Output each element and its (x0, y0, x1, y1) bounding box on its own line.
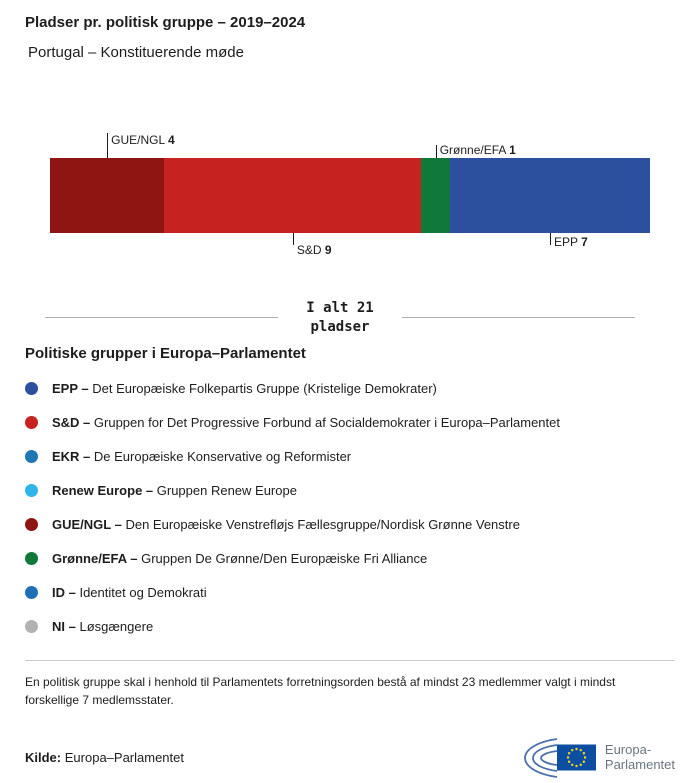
total-divider: I alt 21 pladser (45, 299, 635, 337)
legend-item-name: Gruppen De Grønne/Den Europæiske Fri All… (141, 551, 428, 567)
chart-subtitle: Portugal – Konstituerende møde (28, 44, 244, 61)
eu-flag-stars (566, 747, 587, 768)
callout-line (292, 233, 294, 245)
legend-item-text: ID – Identitet og Demokrati (52, 585, 207, 600)
logo-text-line1: Europa- (604, 742, 652, 758)
legend-item-text: NI – Løsgængere (52, 619, 153, 634)
callout-label: Grønne/EFA 1 (440, 143, 516, 157)
logo-text-line2: Parlamentet (604, 756, 675, 772)
legend-heading: Politiske grupper i Europa–Parlamentet (25, 344, 306, 362)
eu-parliament-logo-icon (524, 738, 596, 778)
legend-item-abbr: GUE/NGL – (52, 517, 126, 533)
callout-seat-count: 1 (509, 143, 516, 157)
callout-line (550, 233, 551, 245)
legend-item-text: EKR – De Europæiske Konservative og Refo… (52, 449, 351, 464)
legend-color-dot (25, 450, 38, 464)
callout-line (435, 145, 437, 158)
legend-item-name: De Europæiske Konservative og Reformiste… (93, 449, 352, 465)
legend-item-text: Renew Europe – Gruppen Renew Europe (52, 483, 297, 498)
legend-color-dot (25, 518, 38, 532)
legend-item-text: Grønne/EFA – Gruppen De Grønne/Den Europ… (52, 551, 427, 566)
legend-item-abbr: NI – (52, 619, 80, 635)
footnote-text: En politisk gruppe skal i henhold til Pa… (25, 674, 616, 708)
legend-item-abbr: S&D – (52, 415, 94, 431)
legend-item-name: Identitet og Demokrati (79, 585, 207, 601)
bar-segment-epp (449, 158, 650, 233)
legend-item-renew-europe: Renew Europe – Gruppen Renew Europe (25, 474, 675, 508)
bar-segment-gue-ngl (50, 158, 165, 233)
legend-item-text: EPP – Det Europæiske Folkepartis Gruppe … (52, 381, 437, 396)
hemicycle-arcs (524, 738, 558, 778)
source-label: Kilde: (25, 750, 62, 766)
callout-label: EPP 7 (554, 235, 588, 249)
total-seats-line1: I alt 21 (306, 300, 374, 316)
legend-item-gue-ngl: GUE/NGL – Den Europæiske Venstrefløjs Fæ… (25, 508, 675, 542)
stacked-bar (50, 158, 650, 233)
logo-text: Europa- Parlamentet (604, 742, 675, 773)
legend-item-abbr: Grønne/EFA – (52, 551, 142, 567)
callout-label: S&D 9 (297, 243, 332, 257)
callout-group-name: S&D (296, 243, 325, 257)
legend-item-name: Gruppen Renew Europe (156, 483, 297, 499)
legend-item-name: Løsgængere (79, 619, 154, 635)
legend-item-epp: EPP – Det Europæiske Folkepartis Gruppe … (25, 372, 675, 406)
callout-group-name: EPP (554, 235, 582, 249)
legend-item-gr-nne-efa: Grønne/EFA – Gruppen De Grønne/Den Europ… (25, 542, 675, 576)
legend-item-ekr: EKR – De Europæiske Konservative og Refo… (25, 440, 675, 474)
legend-item-s-d: S&D – Gruppen for Det Progressive Forbun… (25, 406, 675, 440)
legend-item-abbr: EPP – (52, 381, 93, 397)
legend-color-dot (25, 484, 38, 498)
legend-item-abbr: Renew Europe – (52, 483, 157, 499)
legend-item-name: Gruppen for Det Progressive Forbund af S… (93, 415, 560, 431)
callout-label: GUE/NGL 4 (111, 133, 175, 147)
footer: Kilde: Europa–Parlamentet (25, 736, 675, 780)
footnote-section: En politisk gruppe skal i henhold til Pa… (25, 659, 675, 710)
chart-title: Pladser pr. politisk gruppe – 2019–2024 (25, 14, 306, 31)
legend-color-dot (25, 552, 38, 566)
callout-seat-count: 9 (324, 243, 332, 257)
legend-item-abbr: EKR – (52, 449, 94, 465)
callout-line (107, 133, 109, 158)
chart-area: GUE/NGL 4 Grønne/EFA 1 S&D 9 EPP 7 (50, 113, 650, 273)
legend-color-dot (25, 586, 38, 600)
source-value: Europa–Parlamentet (64, 750, 184, 766)
callout-seat-count: 7 (581, 235, 588, 249)
total-seats-label: I alt 21 pladser (278, 299, 401, 337)
legend-item-id: ID – Identitet og Demokrati (25, 576, 675, 610)
legend-item-abbr: ID – (52, 585, 80, 601)
legend-item-name: Den Europæiske Venstrefløjs Fællesgruppe… (125, 517, 520, 533)
legend-item-text: S&D – Gruppen for Det Progressive Forbun… (52, 415, 560, 430)
bar-segment-gr-nne-efa (421, 158, 450, 233)
divider-rule-right (401, 317, 635, 319)
legend-list: EPP – Det Europæiske Folkepartis Gruppe … (25, 372, 675, 644)
callout-group-name: GUE/NGL (111, 133, 169, 147)
legend-item-ni: NI – Løsgængere (25, 610, 675, 644)
legend-item-text: GUE/NGL – Den Europæiske Venstrefløjs Fæ… (52, 517, 520, 532)
legend-color-dot (25, 416, 38, 430)
callout-group-name: Grønne/EFA (439, 143, 510, 157)
callout-seat-count: 4 (168, 133, 175, 147)
legend-item-name: Det Europæiske Folkepartis Gruppe (Krist… (92, 381, 437, 397)
legend-color-dot (25, 620, 38, 634)
legend-color-dot (25, 382, 38, 396)
divider-rule-left (45, 317, 279, 319)
bar-segment-s-d (164, 158, 422, 233)
source-line: Kilde: Europa–Parlamentet (25, 750, 184, 765)
europa-parlamentet-logo: Europa- Parlamentet (524, 736, 675, 780)
total-seats-line2: pladser (310, 318, 370, 335)
